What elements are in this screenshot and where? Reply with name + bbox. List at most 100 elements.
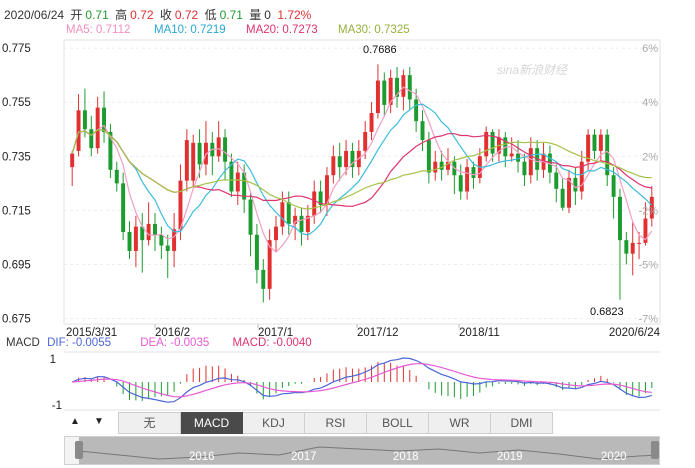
candle-body	[280, 202, 285, 227]
candle-body	[509, 153, 514, 157]
open-value: 0.71	[85, 8, 109, 22]
close-value: 0.72	[174, 8, 199, 22]
ma10-line	[71, 103, 653, 236]
macd-legend: MACD DIF: -0.0055 DEA: -0.0035 MACD: -0.…	[6, 337, 312, 349]
candle-body	[108, 131, 113, 170]
candle-body	[146, 223, 151, 241]
candle-body	[407, 75, 412, 100]
candle-body	[471, 167, 476, 178]
candle-body	[522, 161, 527, 176]
pct-tick-label: -7%	[638, 314, 658, 326]
candle-body	[293, 215, 298, 224]
tab-wr[interactable]: WR	[429, 412, 491, 434]
nav-year-2018: 2018	[393, 451, 419, 463]
candle-body	[178, 180, 183, 230]
candle-body	[388, 77, 393, 105]
pct-tick-label: -5%	[638, 259, 658, 271]
candle-body	[274, 226, 278, 241]
candle-body	[184, 140, 189, 181]
candle-body	[490, 131, 495, 154]
candle-body	[261, 269, 266, 289]
watermark: sina新浪财经	[497, 63, 569, 77]
candle-body	[350, 150, 355, 168]
candle-body	[165, 245, 170, 251]
candle-body	[637, 242, 642, 244]
low-label: 低	[204, 8, 217, 22]
range-handle-right[interactable]	[651, 441, 659, 459]
x-tick-label: 2015/3/31	[66, 327, 117, 339]
ma5-label: MA5: 0.7112	[66, 24, 131, 36]
nav-year-2017: 2017	[291, 451, 317, 463]
candle-body	[547, 153, 552, 173]
candle-body	[560, 188, 565, 208]
volume-label: 量	[249, 8, 262, 22]
pct-tick-label: -2%	[638, 205, 658, 217]
candle-body	[484, 131, 489, 157]
candle-body	[235, 172, 240, 192]
macd-panel: 1 -1	[50, 351, 660, 412]
axes: 0.775 6% 0.755 4% 0.735 2% 0.715 -2% 0.695 -5% 0.6…	[2, 43, 661, 339]
candle-body	[140, 226, 145, 241]
candle-body	[267, 240, 272, 289]
candle-body	[375, 80, 380, 114]
candle-body	[426, 140, 431, 173]
indicator-tabs: 无 MACD KDJ RSI BOLL WR DMI	[118, 412, 553, 434]
candle-body	[617, 196, 622, 241]
x-tick-label: 2016/2	[155, 327, 190, 339]
candle-body	[649, 196, 654, 219]
candle-body	[223, 137, 228, 162]
high-label: 高	[115, 8, 128, 22]
candle-body	[121, 183, 126, 233]
zoom-in-arrow-icon[interactable]: ▲	[70, 416, 80, 427]
candle-body	[592, 134, 597, 151]
candle-body	[127, 232, 132, 251]
candle-body	[82, 110, 87, 130]
candle-body	[133, 226, 138, 251]
candle-body	[573, 177, 578, 192]
x-tick-label: 2017/12	[357, 327, 399, 339]
candle-body	[598, 134, 603, 151]
tab-kdj[interactable]: KDJ	[243, 412, 305, 434]
plot-frame	[63, 39, 661, 325]
candle-body	[299, 215, 304, 233]
y-tick-label: 0.775	[2, 43, 31, 55]
zoom-out-arrow-icon[interactable]: ▼	[94, 416, 104, 427]
candle-body	[191, 142, 196, 181]
high-value: 0.72	[130, 8, 154, 22]
range-handle-left[interactable]	[75, 441, 83, 459]
tab-boll[interactable]: BOLL	[367, 412, 429, 434]
candle-body	[102, 107, 107, 132]
pct-tick-label: 4%	[642, 97, 658, 109]
grid	[63, 39, 661, 325]
range-selection[interactable]: 2016 2017 2018 2019 2020	[79, 437, 659, 464]
range-navigator[interactable]: 2016 2017 2018 2019 2020	[64, 436, 660, 465]
candle-body	[458, 175, 463, 192]
candle-body	[95, 107, 100, 149]
tab-macd[interactable]: MACD	[181, 412, 243, 434]
tab-rsi[interactable]: RSI	[305, 412, 367, 434]
y-tick-label: 0.695	[2, 259, 31, 271]
y-tick-label: 0.755	[2, 97, 31, 109]
tab-dmi[interactable]: DMI	[491, 412, 553, 434]
candle-body	[153, 223, 157, 235]
candle-body	[305, 215, 310, 233]
x-tick-label: 2020/6/24	[609, 327, 661, 339]
pct-tick-label: 2%	[642, 151, 658, 163]
tab-none[interactable]: 无	[118, 412, 181, 434]
dea-label: DEA: -0.0035	[140, 337, 210, 349]
ma30-line	[71, 129, 652, 210]
nav-year-2019: 2019	[497, 451, 523, 463]
candle-body	[229, 161, 234, 192]
candle-body	[76, 110, 81, 151]
candle-body	[242, 172, 247, 200]
y-tick-label: 0.715	[2, 205, 31, 217]
navigator-sparkline	[79, 446, 659, 460]
nav-year-2016: 2016	[189, 451, 215, 463]
nav-year-2020: 2020	[601, 451, 627, 463]
candle-body	[528, 148, 533, 176]
candle-body	[465, 167, 470, 192]
macd-y-tick-bottom: -1	[52, 400, 62, 412]
candle-body	[318, 191, 323, 205]
